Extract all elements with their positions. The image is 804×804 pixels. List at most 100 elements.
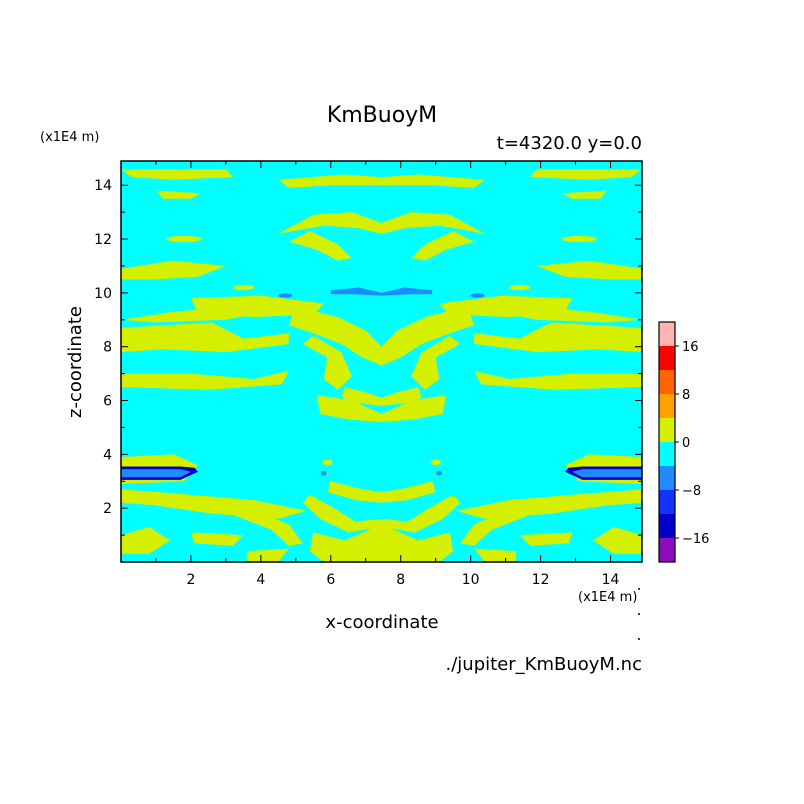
y-unit-label: (x1E4 m) [40, 130, 99, 145]
colorbar-segment [659, 394, 675, 418]
negative-patch [330, 287, 382, 296]
positive-blob [430, 459, 441, 466]
x-tick-label: 12 [532, 572, 550, 588]
negative-patch [321, 471, 327, 476]
x-tick-label: 4 [256, 572, 265, 588]
upper-feature [530, 169, 642, 180]
plot-field [121, 161, 642, 562]
colorbar-tick-label: 16 [682, 340, 699, 355]
central-structure [381, 306, 475, 366]
x-unit-label: (x1E4 m) [578, 590, 637, 605]
filename-label: ./jupiter_KmBuoyM.nc [446, 654, 642, 675]
lower-band [246, 548, 289, 562]
positive-band [121, 370, 289, 390]
upper-feature [278, 174, 382, 188]
upper-feature [121, 260, 226, 280]
colorbar-tick-label: −16 [682, 532, 709, 547]
central-structure [288, 306, 382, 366]
colorbar-segment [659, 466, 675, 490]
upper-feature [561, 190, 607, 199]
x-tick-label: 10 [462, 572, 480, 588]
lower-band [190, 532, 244, 546]
y-tick-label: 12 [94, 232, 112, 248]
upper-feature [121, 169, 233, 180]
colorbar-segment [659, 346, 675, 370]
colorbar-segment [659, 370, 675, 394]
y-tick-label: 10 [94, 286, 112, 302]
x-tick-label: 2 [186, 572, 195, 588]
y-axis: 2 4 6 8 10 12 14 [94, 178, 642, 536]
negative-patch [278, 293, 293, 298]
x-tick-label: 14 [602, 572, 620, 588]
central-structure [316, 395, 382, 423]
lower-band [236, 505, 303, 546]
lower-band [593, 527, 642, 554]
central-structure [341, 387, 382, 406]
upper-feature [156, 190, 202, 199]
colorbar-tick-label: −8 [682, 484, 701, 499]
colorbar-segment [659, 514, 675, 538]
central-structure [411, 335, 461, 390]
lower-band [381, 481, 436, 503]
x-tick-label: 6 [326, 572, 335, 588]
positive-blob [509, 284, 531, 291]
lower-band [519, 532, 573, 546]
x-axis-title: x-coordinate [325, 612, 438, 633]
positive-band [190, 295, 324, 318]
positive-band [474, 322, 642, 353]
lower-band [456, 489, 642, 519]
colorbar-tick-label: 0 [682, 436, 690, 451]
lower-band [381, 494, 461, 533]
central-structure [381, 387, 422, 406]
colorbar-segment [659, 322, 675, 346]
upper-feature [381, 212, 485, 234]
positive-band [439, 295, 573, 318]
positive-band [474, 370, 642, 390]
chart-subtitle: t=4320.0 y=0.0 [497, 133, 642, 154]
positive-blob [166, 235, 202, 243]
negative-patch [470, 293, 485, 298]
upper-feature [278, 212, 382, 234]
positive-blob [232, 284, 254, 291]
positive-blob [330, 402, 352, 410]
plot-frame [120, 160, 643, 563]
x-axis: 2 4 6 8 10 12 14 [155, 161, 620, 588]
negative-patch [381, 287, 433, 296]
y-tick-label: 4 [103, 447, 112, 463]
upper-feature [288, 231, 352, 261]
colorbar-segment [659, 538, 675, 562]
marker-dot [638, 638, 640, 640]
upper-feature [537, 260, 642, 280]
colorbar: −16 −8 0 8 16 [658, 321, 709, 563]
marker-dot [638, 613, 640, 615]
y-tick-label: 8 [103, 340, 112, 356]
field-contours [121, 169, 642, 562]
lower-band [460, 505, 527, 546]
marker-dot [638, 588, 640, 590]
positive-blob [322, 459, 333, 466]
positive-blob [411, 402, 433, 410]
central-structure [381, 395, 447, 423]
chart-title: KmBuoyM [327, 103, 437, 128]
y-tick-label: 2 [103, 501, 112, 517]
positive-blob [561, 235, 597, 243]
colorbar-segment [659, 442, 675, 466]
negative-patch [121, 469, 191, 478]
lower-band [121, 489, 307, 519]
lower-band [302, 494, 382, 533]
central-structure [302, 335, 352, 390]
y-axis-title: z-coordinate [65, 306, 86, 418]
lower-band [121, 527, 170, 554]
lower-band [381, 524, 454, 562]
colorbar-tick-label: 8 [682, 388, 690, 403]
upper-feature [411, 231, 475, 261]
colorbar-segment [659, 418, 675, 442]
negative-patch [572, 469, 642, 478]
colorbar-segment [659, 490, 675, 514]
x-tick-label: 8 [396, 572, 405, 588]
lower-band [309, 524, 382, 562]
negative-patch [436, 471, 442, 476]
lower-band [327, 481, 382, 503]
y-tick-label: 6 [103, 394, 112, 410]
